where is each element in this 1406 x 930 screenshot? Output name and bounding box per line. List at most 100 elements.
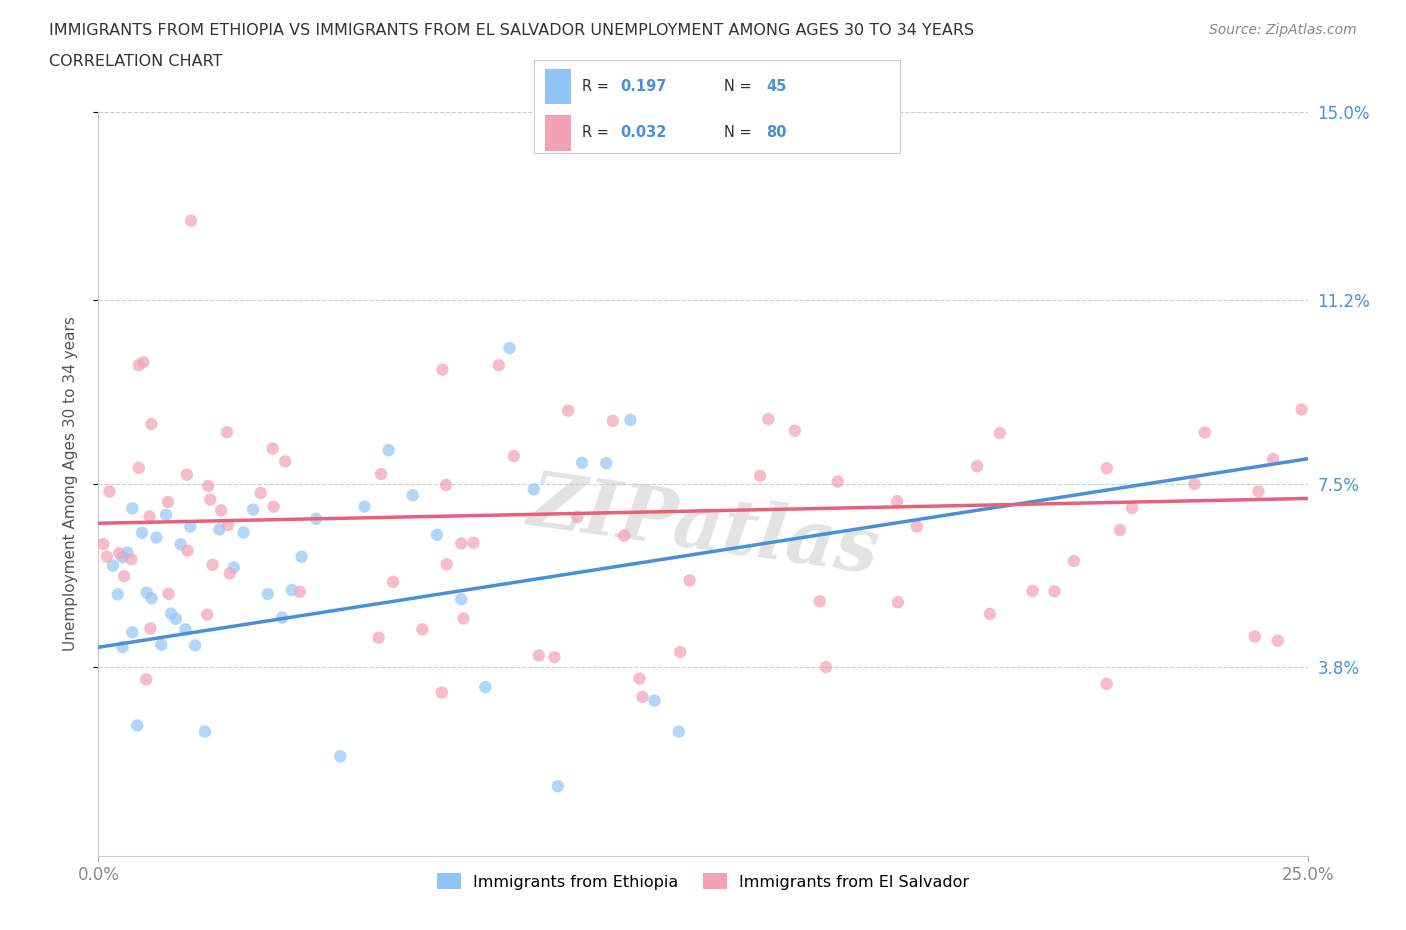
Point [256,587,278,602]
Point [966,458,988,473]
Point [135,671,157,686]
Point [450,536,472,551]
Point [377,443,399,458]
Point [783,423,806,438]
Point [669,644,692,659]
Point [222,560,245,575]
Point [215,425,238,440]
Point [262,441,284,456]
Point [1194,425,1216,440]
Point [749,469,772,484]
Point [432,362,454,377]
Point [979,606,1001,621]
Point [450,591,472,606]
Text: R =: R = [582,126,613,140]
Text: 0.032: 0.032 [620,126,666,140]
Point [1109,523,1132,538]
Point [453,611,475,626]
Text: IMMIGRANTS FROM ETHIOPIA VS IMMIGRANTS FROM EL SALVADOR UNEMPLOYMENT AMONG AGES : IMMIGRANTS FROM ETHIOPIA VS IMMIGRANTS F… [49,23,974,38]
Point [176,467,198,482]
Point [112,569,135,584]
Point [886,494,908,509]
Point [249,485,271,500]
Point [197,479,219,494]
Point [274,454,297,469]
Point [165,611,187,626]
Point [271,610,294,625]
Point [814,659,837,674]
Point [474,680,496,695]
Point [668,724,690,739]
Point [595,456,617,471]
Point [631,689,654,704]
Point [434,477,457,492]
Point [201,557,224,572]
Point [1247,484,1270,498]
Point [194,724,217,739]
Point [127,718,149,733]
Point [543,650,565,665]
Text: N =: N = [724,126,756,140]
Point [628,671,651,686]
Point [402,487,425,502]
Point [179,519,201,534]
Point [426,527,449,542]
Point [527,648,550,663]
Point [567,510,589,525]
Point [678,573,700,588]
Point [1121,500,1143,515]
Point [141,591,163,605]
Point [155,508,177,523]
Point [411,622,433,637]
Point [131,525,153,540]
Point [1291,402,1313,417]
Point [1267,633,1289,648]
Point [128,460,150,475]
Point [353,499,375,514]
Point [232,525,254,540]
Point [887,595,910,610]
Point [463,536,485,551]
Point [121,501,143,516]
Point [370,467,392,482]
Point [644,693,666,708]
Point [329,749,352,764]
Point [808,594,831,609]
Point [96,550,118,565]
Point [111,640,134,655]
Point [281,582,304,597]
Point [169,537,191,551]
Point [218,566,240,581]
Point [557,404,579,418]
Point [305,512,328,526]
Point [128,357,150,372]
Point [108,546,131,561]
Text: Source: ZipAtlas.com: Source: ZipAtlas.com [1209,23,1357,37]
Point [208,522,231,537]
Point [132,355,155,370]
Point [430,685,453,700]
Point [135,585,157,600]
Point [139,621,162,636]
Point [195,607,218,622]
Point [160,606,183,621]
Point [98,485,121,499]
Point [176,543,198,558]
Point [174,622,197,637]
Point [1095,676,1118,691]
Point [367,631,389,645]
Point [905,519,928,534]
Point [547,778,569,793]
Point [111,550,134,565]
Text: N =: N = [724,79,756,94]
Point [145,530,167,545]
FancyBboxPatch shape [546,115,571,151]
Point [157,587,180,602]
Point [436,557,458,572]
Point [613,528,636,543]
FancyBboxPatch shape [546,69,571,104]
Point [1043,584,1066,599]
Point [117,545,139,560]
Point [107,587,129,602]
Point [758,412,780,427]
